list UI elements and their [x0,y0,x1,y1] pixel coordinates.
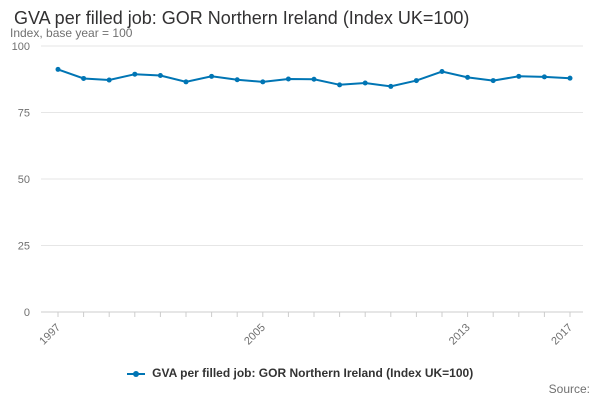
data-point[interactable] [157,73,163,79]
data-point[interactable] [55,66,61,72]
y-tick-label: 0 [24,307,30,319]
y-tick-label: 100 [12,41,30,53]
line-chart: 0 25 50 75 100 1997 2005 2013 2017 [12,41,583,348]
data-point[interactable] [439,69,445,75]
data-point[interactable] [311,76,317,82]
x-tick-label: 2017 [549,322,575,348]
data-point[interactable] [260,79,266,85]
chart-title: GVA per filled job: GOR Northern Ireland… [14,8,470,28]
legend-marker-icon [126,369,145,379]
data-point[interactable] [183,79,189,85]
data-point[interactable] [516,73,522,79]
y-tick-label: 50 [18,174,30,186]
data-point[interactable] [541,74,547,80]
data-point[interactable] [337,82,343,88]
legend-item-label: GVA per filled job: GOR Northern Ireland… [152,366,474,380]
source-label[interactable]: Source: [548,382,590,396]
data-point[interactable] [234,77,240,83]
y-axis-label: Index, base year = 100 [10,26,133,40]
x-tick-label: 2013 [447,322,473,348]
x-tick-label: 2005 [242,322,268,348]
data-point[interactable] [490,78,496,84]
x-tick-label: 1997 [37,322,63,348]
data-point[interactable] [362,80,368,86]
data-point[interactable] [209,73,215,79]
data-point[interactable] [132,71,138,77]
data-point[interactable] [285,76,291,82]
data-point[interactable] [567,75,573,81]
data-point[interactable] [465,74,471,80]
data-point[interactable] [388,83,394,89]
y-tick-label: 75 [18,108,30,120]
data-point[interactable] [106,77,112,83]
data-point[interactable] [413,78,419,84]
y-tick-label: 25 [18,241,30,253]
data-point[interactable] [81,75,87,81]
legend[interactable]: GVA per filled job: GOR Northern Ireland… [0,366,600,380]
